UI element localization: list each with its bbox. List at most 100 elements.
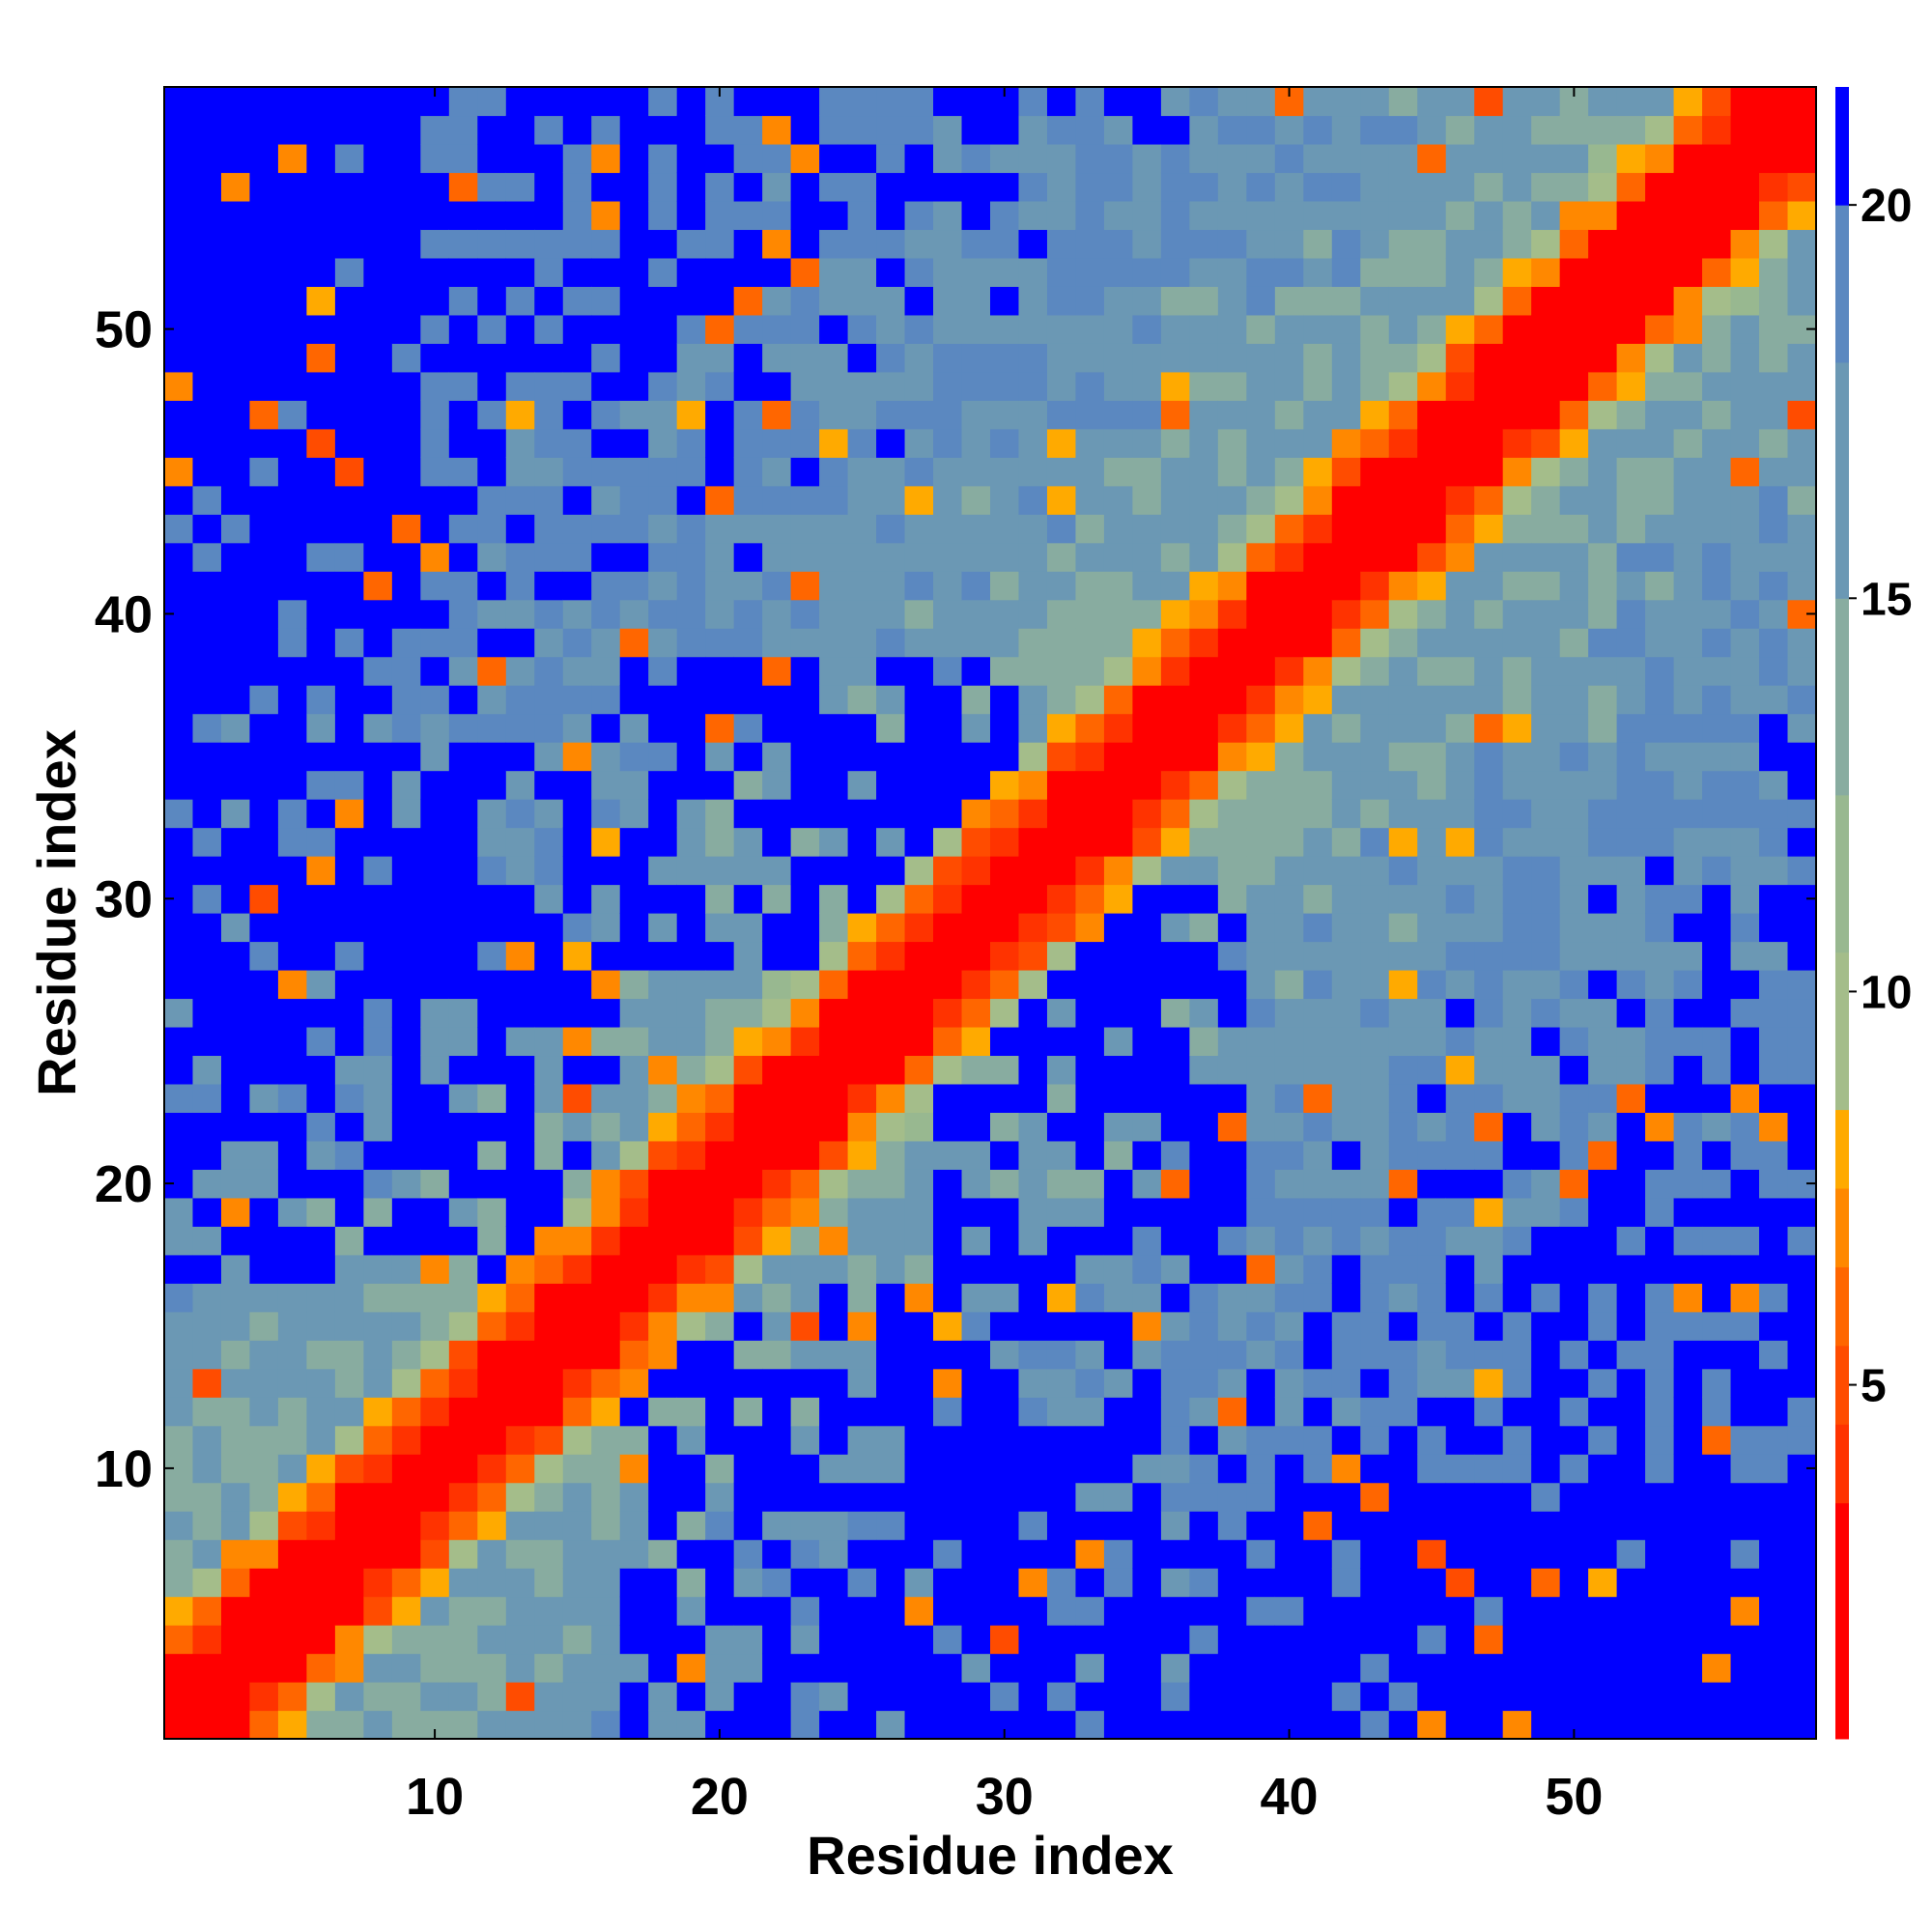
heatmap-cell [762, 1368, 792, 1398]
heatmap-cell [1075, 884, 1105, 914]
heatmap-cell [1103, 172, 1134, 202]
heatmap-cell [334, 913, 364, 943]
heatmap-cell [933, 1226, 963, 1256]
heatmap-cell [762, 685, 792, 715]
heatmap-cell [1217, 87, 1247, 117]
heatmap-cell [1445, 1254, 1475, 1284]
heatmap-cell [1616, 514, 1646, 544]
heatmap-cell [790, 969, 820, 1000]
heatmap-cell [961, 856, 991, 886]
heatmap-cell [1645, 1653, 1675, 1683]
heatmap-cell [1787, 87, 1817, 117]
heatmap-cell [1474, 1169, 1504, 1199]
heatmap-cell [591, 884, 621, 914]
heatmap-cell [1787, 542, 1817, 572]
heatmap-cell [391, 1454, 421, 1484]
heatmap-cell [1702, 941, 1732, 971]
heatmap-cell [1160, 1653, 1190, 1683]
heatmap-cell [448, 371, 478, 401]
heatmap-cell [306, 856, 336, 886]
heatmap-cell [420, 457, 450, 487]
heatmap-cell [1559, 1140, 1589, 1170]
heatmap-cell [1331, 1511, 1361, 1541]
heatmap-cell [762, 1682, 792, 1712]
heatmap-cell [1046, 685, 1077, 715]
heatmap-cell [220, 542, 251, 572]
heatmap-cell [1217, 229, 1247, 259]
heatmap-cell [334, 1397, 364, 1427]
heatmap-cell [990, 1283, 1020, 1313]
heatmap-cell [1046, 485, 1077, 515]
heatmap-cell [1787, 115, 1817, 145]
heatmap-cell [1103, 343, 1134, 373]
heatmap-cell [1018, 1425, 1048, 1455]
heatmap-cell [990, 884, 1020, 914]
heatmap-cell [1417, 371, 1447, 401]
heatmap-cell [1103, 685, 1134, 715]
heatmap-cell [1702, 685, 1732, 715]
heatmap-cell [477, 485, 507, 515]
heatmap-cell [619, 485, 649, 515]
heatmap-cell [1787, 1055, 1817, 1085]
heatmap-cell [1759, 172, 1789, 202]
heatmap-cell [420, 1625, 450, 1655]
heatmap-cell [249, 1169, 279, 1199]
heatmap-cell [363, 229, 393, 259]
heatmap-cell [1787, 1197, 1817, 1227]
heatmap-cell [847, 172, 877, 202]
heatmap-cell [619, 1682, 649, 1712]
heatmap-cell [1531, 1482, 1561, 1512]
heatmap-cell [1246, 542, 1276, 572]
heatmap-cell [477, 1710, 507, 1740]
heatmap-cell [1103, 1653, 1134, 1683]
heatmap-cell [249, 1368, 279, 1398]
heatmap-cell [1474, 143, 1504, 174]
heatmap-cell [1759, 485, 1789, 515]
heatmap-cell [164, 229, 194, 259]
heatmap-cell [420, 941, 450, 971]
heatmap-cell [1132, 1653, 1162, 1683]
heatmap-cell [164, 1226, 194, 1256]
heatmap-cell [1388, 1026, 1418, 1057]
heatmap-cell [676, 628, 706, 658]
heatmap-cell [1730, 485, 1760, 515]
heatmap-cell [1588, 1283, 1618, 1313]
heatmap-cell [1502, 1140, 1532, 1170]
heatmap-cell [619, 172, 649, 202]
heatmap-cell [1445, 1511, 1475, 1541]
heatmap-cell [1531, 172, 1561, 202]
heatmap-cell [277, 998, 308, 1028]
heatmap-cell [1360, 200, 1390, 231]
heatmap-cell [762, 1568, 792, 1598]
heatmap-cell [1360, 1425, 1390, 1455]
heatmap-cell [164, 1254, 194, 1284]
heatmap-cell [733, 1596, 763, 1626]
heatmap-cell [1189, 742, 1219, 772]
heatmap-cell [363, 628, 393, 658]
heatmap-cell [1046, 1710, 1077, 1740]
heatmap-cell [1702, 1710, 1732, 1740]
heatmap-cell [420, 400, 450, 430]
heatmap-cell [1075, 1397, 1105, 1427]
heatmap-cell [733, 1169, 763, 1199]
heatmap-cell [933, 969, 963, 1000]
heatmap-cell [1759, 1055, 1789, 1085]
heatmap-cell [1132, 1140, 1162, 1170]
heatmap-cell [933, 1083, 963, 1113]
heatmap-cell [1360, 1340, 1390, 1370]
heatmap-cell [705, 514, 735, 544]
heatmap-cell [1274, 1425, 1304, 1455]
heatmap-cell [277, 685, 308, 715]
heatmap-cell [277, 428, 308, 458]
heatmap-cell [562, 998, 592, 1028]
heatmap-cell [448, 656, 478, 686]
heatmap-cell [933, 457, 963, 487]
heatmap-cell [420, 628, 450, 658]
heatmap-cell [1787, 371, 1817, 401]
heatmap-cell [1132, 1596, 1162, 1626]
heatmap-cell [1502, 1682, 1532, 1712]
heatmap-cell [648, 229, 678, 259]
heatmap-cell [648, 628, 678, 658]
heatmap-cell [790, 571, 820, 601]
heatmap-cell [1360, 514, 1390, 544]
